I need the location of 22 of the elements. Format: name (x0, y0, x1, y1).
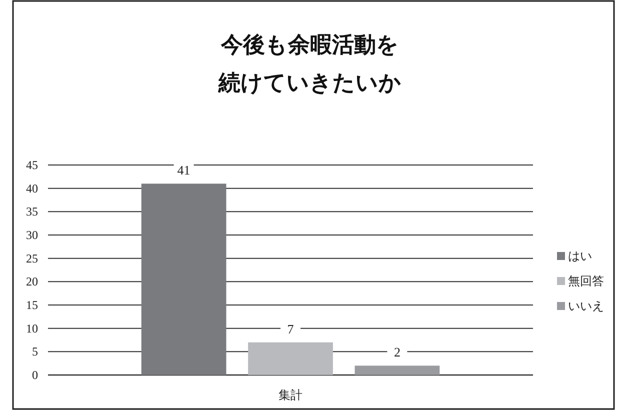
data-label: 7 (287, 321, 294, 336)
y-tick-label: 15 (26, 298, 38, 312)
chart-subtitle: 続けていきたいか (218, 71, 402, 96)
y-tick-label: 35 (26, 204, 38, 219)
y-tick-label: 5 (32, 344, 38, 359)
x-tick-label: 集計 (278, 388, 302, 402)
legend-label: はい (568, 249, 592, 263)
y-tick-label: 20 (26, 274, 38, 289)
bar (248, 342, 333, 375)
y-tick-label: 40 (26, 181, 38, 196)
legend-label: 無回答 (568, 274, 604, 288)
y-tick-label: 45 (26, 158, 38, 172)
y-tick-label: 30 (26, 228, 38, 242)
y-tick-label: 10 (26, 321, 38, 336)
bar (354, 366, 440, 375)
y-tick-label: 25 (26, 251, 38, 266)
y-tick-label: 0 (32, 368, 38, 382)
data-label: 41 (177, 162, 190, 178)
bar (141, 184, 226, 375)
chart-title: 今後も余暇活動を (220, 33, 399, 58)
legend-label: いいえ (568, 299, 604, 313)
data-label: 2 (394, 344, 400, 360)
